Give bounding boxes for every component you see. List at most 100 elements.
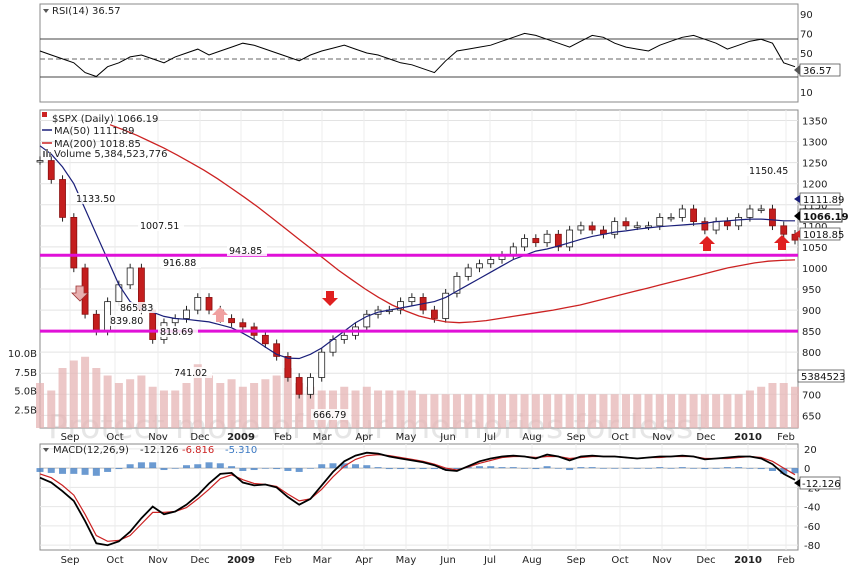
annotation-bg xyxy=(108,315,148,326)
volume-bar xyxy=(171,390,180,428)
last-price-tag: 1066.19 xyxy=(794,208,849,223)
volume-value-label: 5384523 xyxy=(801,372,846,383)
macd-histogram-bar xyxy=(261,468,269,469)
price-panel: Protect more of your memories for less! … xyxy=(8,109,849,446)
volume-tick-label: 2.5B xyxy=(14,405,37,416)
volume-bar xyxy=(36,383,44,428)
price-annotation: 943.85 xyxy=(229,246,262,257)
volume-bar xyxy=(745,390,754,428)
rsi-panel: RSI(14) 36.57 9070503010 36.57 xyxy=(39,3,841,103)
annotation-bg xyxy=(172,367,212,378)
volume-bar xyxy=(543,394,552,428)
macd-histogram-bar xyxy=(115,468,123,470)
candle xyxy=(408,297,416,303)
macd-month-label: Aug xyxy=(522,555,542,566)
month-label: Nov xyxy=(148,432,168,443)
volume-bar xyxy=(114,383,123,428)
volume-bar xyxy=(205,375,214,428)
macd-histogram-bar xyxy=(554,468,562,469)
macd-line xyxy=(39,451,796,547)
macd-tick-label: -80 xyxy=(804,541,820,552)
candle xyxy=(678,208,686,218)
macd-month-label: Apr xyxy=(355,555,373,566)
price-tick-label: 1250 xyxy=(802,159,827,170)
month-label: Mar xyxy=(313,432,333,443)
macd-month-label: May xyxy=(396,555,417,566)
candle xyxy=(611,221,619,235)
macd-histogram-bar xyxy=(104,468,112,472)
volume-bar xyxy=(633,394,642,428)
price-tick-label: 1050 xyxy=(802,243,827,254)
month-label: Oct xyxy=(611,432,628,443)
price-annotation: 1150.45 xyxy=(749,166,788,177)
macd-histogram-bar xyxy=(329,463,337,469)
candle xyxy=(487,259,495,265)
volume-bar xyxy=(103,375,112,428)
price-annotation: 865.83 xyxy=(120,303,153,314)
macd-month-label: Feb xyxy=(777,555,795,566)
month-label: 2010 xyxy=(734,432,762,443)
macd-histogram-bar xyxy=(475,466,483,469)
macd-month-label: Feb xyxy=(274,555,292,566)
macd-icon xyxy=(43,448,49,452)
ma200-pointer-icon xyxy=(794,230,800,238)
macd-histogram-bar xyxy=(59,468,67,474)
macd-tick-label: -60 xyxy=(804,522,820,533)
volume-bar xyxy=(712,394,721,428)
macd-histogram-bar xyxy=(690,468,698,469)
volume-bar xyxy=(700,394,709,428)
price-tick-label: 1100 xyxy=(802,222,827,233)
candle xyxy=(273,343,281,357)
macd-histogram-bar xyxy=(532,468,540,470)
volume-bar xyxy=(791,386,799,428)
ma200-value-tag: 1018.85 xyxy=(794,227,844,241)
volume-bar xyxy=(430,394,439,428)
volume-bar xyxy=(599,394,608,428)
volume-bar xyxy=(441,394,450,428)
macd-histogram-bar xyxy=(577,467,585,469)
rsi-icon xyxy=(43,9,49,13)
volume-bar xyxy=(272,375,281,428)
month-label: Feb xyxy=(777,432,795,443)
volume-bar xyxy=(509,394,518,428)
macd-histogram-bar xyxy=(611,468,619,469)
volume-bar xyxy=(238,386,247,428)
volume-legend-label: Volume 5,384,523,776 xyxy=(54,149,168,160)
macd-histogram-bar xyxy=(36,468,44,472)
volume-bar xyxy=(531,394,540,428)
month-label: May xyxy=(396,432,417,443)
macd-histogram-bar xyxy=(228,466,236,469)
macd-pointer-icon xyxy=(794,479,800,487)
down-arrow-icon xyxy=(71,285,89,302)
volume-bar xyxy=(261,379,270,428)
volume-tick-label: 5.0B xyxy=(14,387,37,398)
month-label: Dec xyxy=(696,432,715,443)
volume-bar xyxy=(678,394,687,428)
month-label: 2009 xyxy=(227,432,255,443)
price-tick-label: 850 xyxy=(802,327,821,338)
price-legend-icon xyxy=(42,112,47,117)
volume-bar xyxy=(306,386,315,428)
candle xyxy=(588,225,596,231)
ma50-legend-label: MA(50) 1111.89 xyxy=(54,126,135,137)
candle xyxy=(295,377,303,395)
volume-bars xyxy=(36,356,799,428)
macd-panel: MACD(12,26,9) -12.126 -6.816 -5.310 20 0 -… xyxy=(36,443,841,566)
macd-histogram-bar xyxy=(92,468,100,476)
month-label: Apr xyxy=(355,432,373,443)
price-annotation: 1007.51 xyxy=(140,221,179,232)
volume-bar xyxy=(757,386,766,428)
macd-month-label: Dec xyxy=(696,555,715,566)
volume-bar xyxy=(396,390,405,428)
price-tick-label: 1300 xyxy=(802,138,827,149)
macd-histogram-bar xyxy=(791,468,799,474)
candle xyxy=(746,208,754,218)
volume-bar xyxy=(486,394,495,428)
annotation-bg xyxy=(138,220,184,231)
rsi-value-label: 36.57 xyxy=(803,66,832,77)
volume-bar xyxy=(667,394,676,428)
candle xyxy=(228,318,235,324)
rsi-legend: RSI(14) 36.57 xyxy=(52,6,121,17)
macd-histogram-bar xyxy=(622,468,630,469)
candle xyxy=(431,309,438,319)
